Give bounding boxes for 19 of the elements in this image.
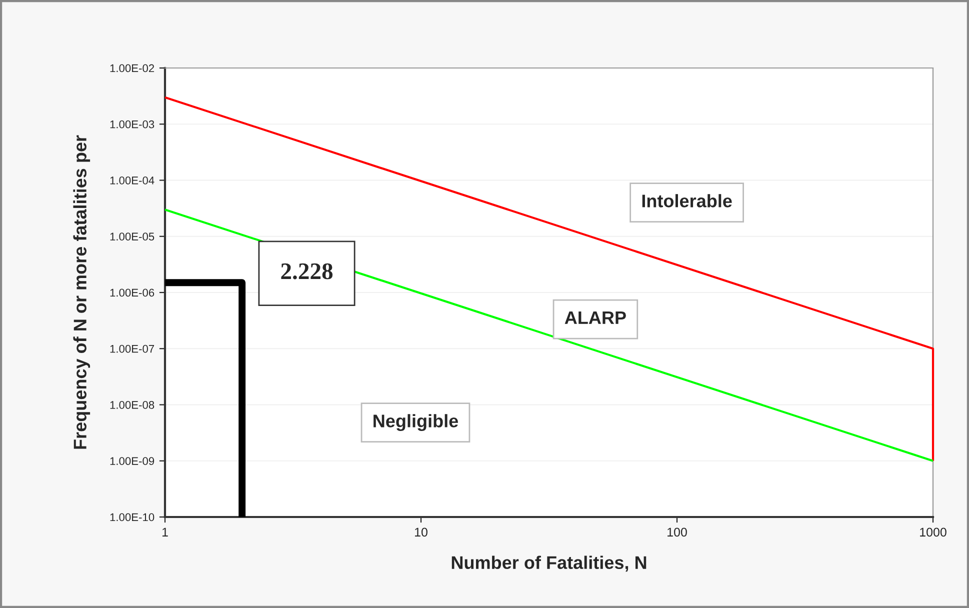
annotation: 2.228 <box>281 263 333 280</box>
annotation: Negligible <box>374 414 458 432</box>
annotation: Intolerable <box>642 194 732 208</box>
x-axis-title: Number of Fatalities, N <box>452 556 646 572</box>
x-tick-label: 100 <box>668 528 687 537</box>
x-tick-label: 1 <box>162 528 168 536</box>
y-tick-label: 1.00E-03 <box>110 120 154 128</box>
y-tick-label: 1.00E-08 <box>110 401 154 409</box>
y-tick-label: 1.00E-07 <box>110 344 154 353</box>
y-tick-label: 1.00E-05 <box>110 232 154 241</box>
x-tick-label: 10 <box>415 528 428 537</box>
y-tick-label: 1.00E-10 <box>110 513 154 522</box>
y-tick-label: 1.00E-06 <box>110 288 154 297</box>
y-axis-title: Frequency of N or more fatalities per <box>73 135 90 449</box>
annotation: ALARP <box>564 312 626 324</box>
y-tick-label: 1.00E-04 <box>110 176 154 184</box>
y-tick-label: 1.00E-09 <box>110 457 154 466</box>
y-tick-label: 1.00E-02 <box>110 64 154 72</box>
x-tick-label: 1000 <box>920 528 946 537</box>
